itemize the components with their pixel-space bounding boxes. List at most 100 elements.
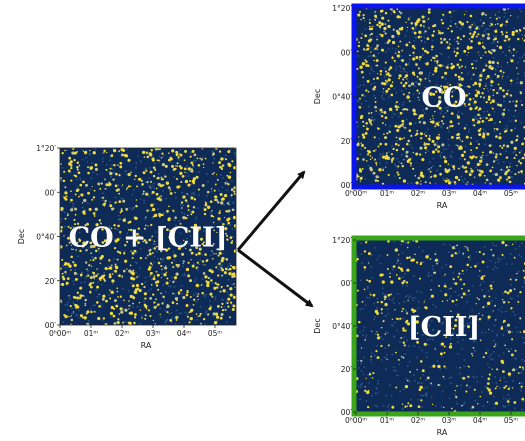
source bbox=[497, 103, 500, 106]
source bbox=[384, 299, 386, 301]
noise bbox=[376, 388, 378, 390]
noise bbox=[484, 30, 486, 32]
source bbox=[455, 390, 456, 391]
noise bbox=[409, 381, 411, 383]
noise bbox=[383, 405, 385, 407]
source bbox=[365, 241, 367, 243]
source bbox=[416, 181, 419, 184]
noise bbox=[445, 48, 447, 50]
noise bbox=[451, 151, 453, 153]
x-tick-label: 01ᵐ bbox=[380, 189, 395, 198]
source bbox=[435, 122, 438, 125]
noise bbox=[519, 159, 521, 161]
noise bbox=[429, 177, 431, 179]
source bbox=[383, 82, 386, 85]
source bbox=[385, 90, 388, 93]
source bbox=[361, 142, 362, 143]
noise bbox=[427, 169, 429, 171]
noise bbox=[79, 177, 81, 179]
source bbox=[370, 294, 372, 296]
source bbox=[189, 279, 192, 282]
source bbox=[499, 121, 501, 123]
source bbox=[391, 153, 393, 155]
noise bbox=[73, 284, 75, 286]
source bbox=[146, 152, 148, 154]
noise bbox=[226, 189, 228, 191]
source bbox=[458, 136, 460, 138]
source bbox=[412, 71, 415, 74]
source bbox=[220, 157, 223, 160]
noise bbox=[478, 275, 480, 277]
noise bbox=[445, 157, 447, 159]
noise bbox=[482, 405, 484, 407]
source bbox=[225, 309, 227, 311]
source bbox=[443, 38, 446, 41]
source bbox=[471, 353, 473, 355]
noise bbox=[80, 179, 82, 181]
noise bbox=[511, 171, 513, 173]
noise bbox=[395, 165, 397, 167]
source bbox=[406, 269, 409, 272]
noise bbox=[463, 273, 465, 275]
source bbox=[457, 114, 458, 115]
noise bbox=[411, 182, 413, 184]
noise bbox=[465, 11, 467, 13]
source bbox=[222, 289, 225, 292]
source bbox=[122, 200, 125, 203]
source bbox=[79, 297, 81, 299]
noise bbox=[185, 175, 187, 177]
noise bbox=[432, 265, 434, 267]
source bbox=[443, 156, 445, 158]
noise bbox=[88, 320, 90, 322]
source bbox=[190, 161, 193, 164]
noise bbox=[505, 311, 507, 313]
noise bbox=[384, 294, 386, 296]
source bbox=[134, 179, 135, 180]
noise bbox=[518, 271, 520, 273]
noise bbox=[469, 294, 471, 296]
noise bbox=[373, 49, 375, 51]
noise bbox=[414, 297, 416, 299]
source bbox=[478, 298, 480, 300]
source bbox=[356, 157, 359, 160]
noise bbox=[101, 306, 103, 308]
source bbox=[369, 26, 371, 28]
source bbox=[516, 139, 518, 141]
noise bbox=[409, 296, 411, 298]
source bbox=[425, 255, 428, 258]
source bbox=[490, 249, 492, 251]
noise bbox=[229, 224, 231, 226]
noise bbox=[512, 380, 514, 382]
source bbox=[377, 48, 378, 49]
source bbox=[111, 208, 114, 211]
noise bbox=[188, 175, 190, 177]
source bbox=[510, 79, 513, 82]
source bbox=[201, 284, 203, 286]
noise bbox=[61, 218, 63, 220]
source bbox=[437, 384, 439, 386]
noise bbox=[492, 242, 494, 244]
noise bbox=[448, 57, 450, 59]
noise bbox=[363, 357, 365, 359]
source bbox=[449, 345, 452, 348]
source bbox=[493, 152, 494, 153]
source bbox=[407, 405, 408, 406]
source bbox=[449, 11, 452, 14]
source bbox=[133, 207, 134, 208]
noise bbox=[473, 22, 475, 24]
noise bbox=[124, 321, 126, 323]
noise bbox=[185, 312, 187, 314]
noise bbox=[365, 178, 367, 180]
noise bbox=[455, 367, 457, 369]
noise bbox=[132, 306, 134, 308]
source bbox=[364, 266, 367, 269]
source bbox=[229, 287, 232, 290]
panel-label: CO bbox=[421, 83, 466, 114]
noise bbox=[473, 60, 475, 62]
source bbox=[111, 264, 113, 266]
figure: CO + [CII]1°20′00′0°40′20′00′0ʰ00ᵐ01ᵐ02ᵐ… bbox=[0, 0, 525, 441]
noise bbox=[406, 30, 408, 32]
source bbox=[197, 262, 199, 264]
source bbox=[431, 167, 432, 168]
source bbox=[475, 156, 477, 158]
